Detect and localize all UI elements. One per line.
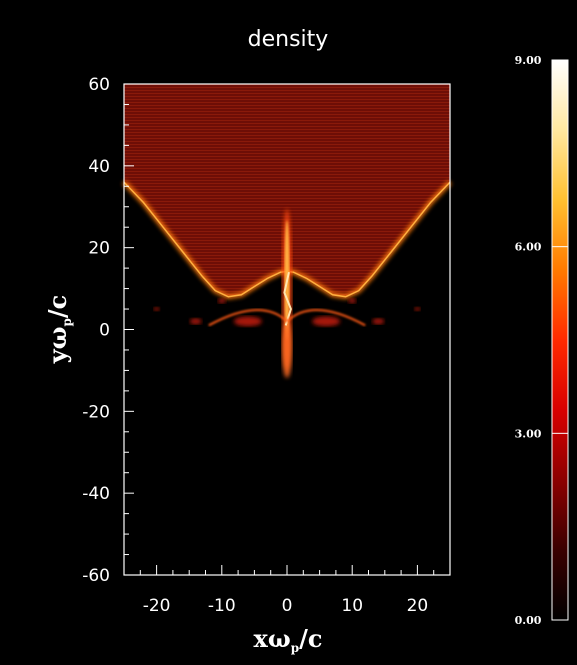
- y-tick-label: -60: [82, 566, 110, 586]
- side-lobe: [312, 316, 341, 327]
- x-axis: -20 -10 0 10 20: [123, 565, 451, 616]
- side-lobe: [189, 318, 202, 325]
- x-tick-label: -20: [143, 596, 171, 616]
- y-tick-label: 0: [99, 321, 110, 341]
- x-tick-label: 0: [282, 596, 293, 616]
- y-axis: 60 40 20 0 -20 -40 -60: [82, 75, 134, 586]
- y-axis-label: yωp/c: [43, 295, 74, 365]
- x-axis-label-omega: ω: [268, 624, 291, 653]
- x-axis-label-x: x: [254, 624, 269, 653]
- colorbar-label: 6.00: [515, 241, 542, 254]
- colorbar-ticks: 9.00 6.00 3.00 0.00: [515, 54, 568, 627]
- plasma-region: [124, 84, 450, 297]
- side-lobe: [217, 298, 226, 304]
- y-axis-label-omega: ω: [43, 326, 72, 349]
- y-tick-label: -40: [82, 484, 110, 504]
- x-axis-label-sub: p: [291, 641, 299, 655]
- lower-jet: [282, 321, 292, 378]
- side-lobe: [153, 307, 160, 312]
- chart-title: density: [248, 27, 329, 52]
- x-tick-label: 20: [407, 596, 429, 616]
- x-axis-label-rest: /c: [299, 624, 322, 653]
- side-lobe: [414, 307, 421, 312]
- y-tick-label: 40: [88, 157, 110, 177]
- colorbar-label: 9.00: [515, 54, 542, 67]
- x-tick-label: -10: [208, 596, 236, 616]
- arc-structure: [208, 309, 366, 327]
- side-lobe: [233, 316, 262, 327]
- x-axis-label: xωp/c: [254, 624, 323, 655]
- x-tick-label: 10: [341, 596, 363, 616]
- hot-filament: [283, 271, 292, 326]
- side-lobe: [348, 298, 357, 304]
- y-tick-label: -20: [82, 402, 110, 422]
- y-axis-label-sub: p: [60, 318, 74, 326]
- y-tick-label: 20: [88, 239, 110, 259]
- colorbar-label: 3.00: [515, 427, 542, 440]
- colorbar-label: 0.00: [515, 614, 542, 627]
- density-field: [122, 84, 452, 378]
- side-lobe: [372, 318, 385, 325]
- colorbar: [551, 59, 569, 621]
- y-axis-label-y: y: [43, 348, 72, 364]
- y-axis-label-rest: /c: [43, 295, 72, 318]
- y-tick-label: 60: [88, 75, 110, 95]
